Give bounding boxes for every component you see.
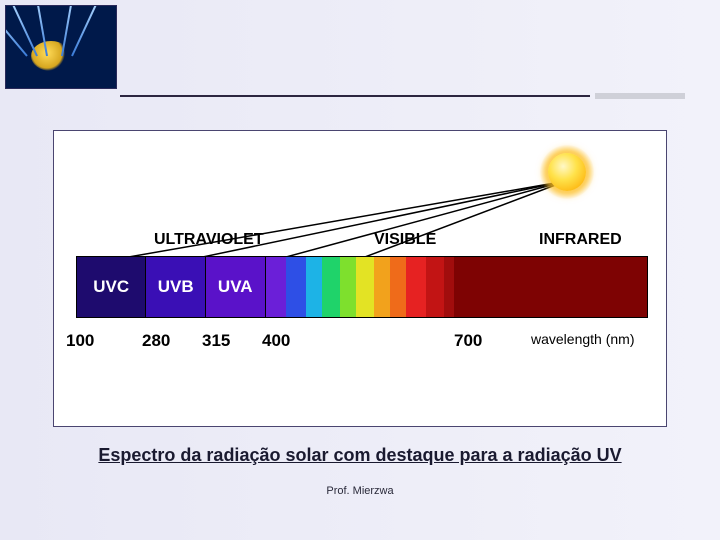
label-visible: VISIBLE [374, 231, 436, 249]
uv-band-uvb: UVB [146, 257, 206, 317]
tick-315: 315 [202, 331, 230, 351]
uv-band-uva: UVA [206, 257, 266, 317]
label-ultraviolet: ULTRAVIOLET [154, 231, 264, 249]
spectrum-figure: ULTRAVIOLET VISIBLE INFRARED UVCUVBUVA 1… [53, 130, 667, 427]
label-infrared: INFRARED [539, 231, 622, 249]
tick-400: 400 [262, 331, 290, 351]
figure-caption: Espectro da radiação solar com destaque … [0, 445, 720, 466]
tick-700: 700 [454, 331, 482, 351]
tick-100: 100 [66, 331, 94, 351]
slide: ULTRAVIOLET VISIBLE INFRARED UVCUVBUVA 1… [0, 0, 720, 540]
header-decorative-image [5, 5, 117, 89]
tick-280: 280 [142, 331, 170, 351]
wavelength-unit-label: wavelength (nm) [531, 331, 635, 347]
header-rule-accent [595, 93, 685, 99]
spectrum-bar: UVCUVBUVA [76, 256, 648, 318]
header-rule [120, 95, 590, 97]
slide-footer: Prof. Mierzwa [0, 485, 720, 497]
sun-icon [538, 143, 596, 201]
uv-band-uvc: UVC [77, 257, 146, 317]
visible-band [266, 257, 454, 317]
infrared-band [454, 257, 647, 317]
